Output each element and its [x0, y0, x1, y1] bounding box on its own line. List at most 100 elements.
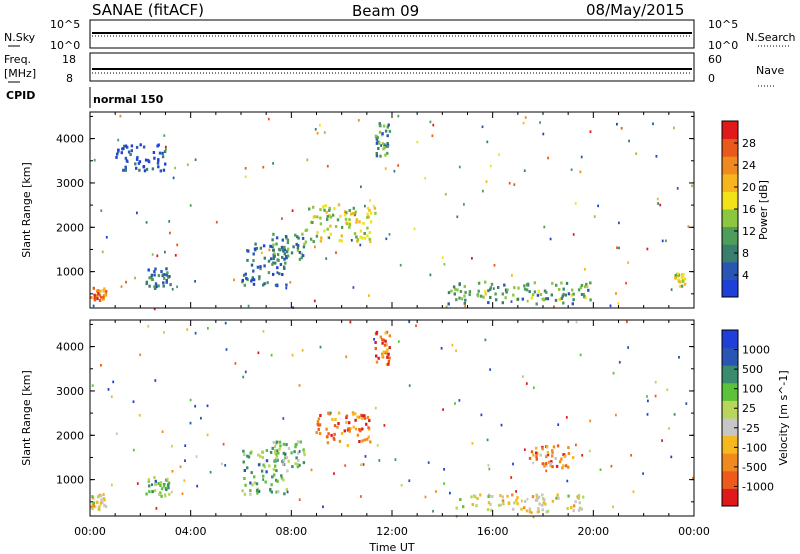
power-cell — [142, 145, 146, 149]
velocity-cell — [326, 435, 329, 439]
velocity-cell — [387, 352, 390, 356]
power-colorbar-block — [722, 191, 738, 210]
power-cell — [355, 235, 358, 239]
velocity-cell — [346, 444, 349, 448]
velocity-cell — [154, 482, 158, 486]
noise-right-label: N.Search — [746, 31, 796, 44]
power-cell — [313, 215, 316, 219]
power-cell — [273, 254, 276, 258]
power-colorbar-tick-label: 24 — [742, 159, 756, 172]
power-cell — [352, 211, 355, 215]
velocity-cell — [291, 465, 294, 469]
velocity-cell — [385, 363, 389, 366]
power-noise-cell — [156, 254, 159, 258]
power-cell — [676, 272, 680, 276]
velocity-noise-cell — [654, 394, 657, 398]
velocity-cell — [275, 449, 279, 453]
velocity-cell — [535, 457, 538, 461]
velocity-cell — [550, 460, 553, 464]
noise-right-tick-top: 10^5 — [708, 18, 738, 31]
beam-title: Beam 09 — [352, 2, 419, 20]
velocity-cell — [275, 478, 278, 482]
velocity-noise-cell — [322, 505, 324, 509]
power-noise-cell — [100, 209, 103, 212]
power-cell — [482, 295, 485, 299]
cpid-value: normal 150 — [93, 93, 164, 106]
velocity-noise-cell — [345, 355, 348, 359]
power-noise-cell — [151, 253, 154, 256]
velocity-noise-cell — [373, 338, 375, 341]
power-noise-cell — [335, 251, 337, 254]
velocity-noise-cell — [646, 413, 649, 416]
power-cell — [304, 229, 307, 232]
power-cell — [144, 158, 148, 162]
velocity-cell — [154, 479, 157, 483]
velocity-cell — [535, 455, 538, 459]
velocity-cell — [297, 459, 300, 463]
power-noise-cell — [445, 305, 448, 309]
velocity-cell — [90, 505, 93, 509]
noise-left-tick-top: 10^5 — [50, 18, 80, 31]
velocity-cell — [512, 507, 515, 511]
velocity-cell — [318, 423, 322, 427]
power-cell — [303, 242, 306, 246]
power-cell — [134, 162, 137, 166]
power-noise-cell — [584, 268, 586, 271]
power-cell — [272, 248, 275, 252]
power-cell — [267, 271, 271, 275]
power-cell — [340, 239, 343, 243]
velocity-noise-cell — [579, 353, 582, 357]
velocity-cell — [386, 355, 389, 359]
power-cell — [116, 152, 119, 156]
power-colorbar-tick-label: 4 — [742, 269, 749, 282]
power-cell — [329, 232, 332, 236]
velocity-cell — [298, 463, 301, 467]
power-noise-cell — [616, 246, 618, 249]
velocity-cell — [167, 486, 170, 490]
power-cell — [348, 209, 351, 212]
velocity-noise-cell — [488, 467, 491, 471]
velocity-cell — [545, 455, 548, 459]
power-cell — [252, 252, 255, 256]
power-cell — [678, 280, 681, 284]
power-cell — [326, 215, 329, 218]
velocity-cell — [577, 508, 581, 512]
velocity-cell — [513, 501, 516, 505]
power-noise-cell — [357, 119, 360, 122]
velocity-colorbar: 1000 500 100 25 -25 -100 -500 -1000 Velocity [m… — [721, 329, 790, 507]
power-noise-cell — [471, 257, 473, 260]
power-noise-cell — [163, 134, 166, 137]
power-noise-cell — [328, 236, 331, 240]
power-cell — [531, 293, 535, 297]
power-cell — [352, 206, 355, 210]
velocity-noise-cell — [225, 348, 228, 351]
velocity-cell — [316, 420, 320, 424]
velocity-cell — [253, 475, 256, 479]
velocity-cell — [281, 462, 285, 466]
power-noise-cell — [493, 264, 496, 267]
power-cell — [386, 151, 389, 155]
date-title: 08/May/2015 — [586, 1, 684, 19]
power-cell — [366, 234, 369, 238]
power-cell — [165, 280, 168, 284]
velocity-cell — [574, 500, 577, 504]
velocity-cell — [361, 417, 364, 421]
power-cell — [154, 287, 157, 290]
power-cell — [541, 297, 544, 301]
power-cell — [99, 289, 102, 293]
power-cell — [256, 265, 260, 269]
velocity-cell — [366, 416, 370, 419]
velocity-noise-cell — [646, 395, 648, 398]
velocity-cell — [470, 495, 473, 499]
velocity-noise-cell — [107, 388, 110, 391]
velocity-cell — [302, 450, 306, 454]
velocity-cell — [99, 501, 103, 505]
power-cell — [363, 236, 367, 240]
power-cell — [304, 240, 308, 244]
velocity-cell — [368, 419, 371, 423]
power-noise-cell — [105, 236, 108, 239]
power-cell — [312, 240, 315, 244]
velocity-cell — [97, 506, 101, 510]
power-cell — [368, 237, 371, 241]
